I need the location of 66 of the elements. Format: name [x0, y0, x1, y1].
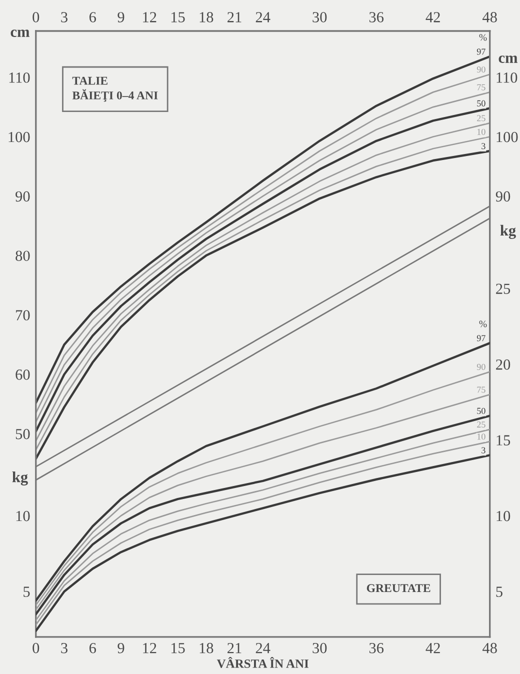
x-tick-label: 21: [228, 642, 242, 654]
x2-tick-label: 30: [312, 12, 327, 22]
y-tick-label: 70: [16, 310, 30, 320]
y2-tick-label: 110: [496, 72, 518, 83]
series-label: 75: [477, 84, 486, 90]
y-tick-label: 110: [9, 72, 30, 83]
y2-tick-label: 5: [496, 586, 502, 597]
x-axis-title: VÂRSTA ÎN ANI: [216, 656, 309, 668]
x2-tick-label: 9: [118, 12, 124, 22]
y-axis-title: kg: [12, 471, 28, 486]
series-label: 50: [477, 100, 486, 106]
y2-tick-label: 20: [496, 359, 510, 370]
series-label: 3: [482, 143, 486, 150]
y-tick-label: 60: [16, 370, 30, 380]
x-tick-label: 42: [426, 642, 440, 654]
series-label: 97: [476, 48, 486, 55]
x2-tick-label: 3: [61, 12, 68, 22]
series-label: 25: [477, 422, 486, 428]
y-tick-label: 80: [16, 250, 30, 262]
x-tick-label: 15: [171, 643, 185, 654]
x-tick-label: 48: [482, 642, 497, 654]
y-tick-label: 50: [16, 428, 30, 440]
x2-tick-label: 42: [426, 12, 440, 22]
x2-tick-label: 15: [171, 12, 185, 22]
x-tick-label: 9: [118, 642, 124, 654]
series-label: 10: [477, 128, 486, 135]
y-tick-label: 10: [16, 510, 30, 522]
annotation: %: [479, 320, 487, 328]
series-label: 3: [482, 447, 486, 454]
y-axis-title: cm: [10, 30, 30, 37]
x-tick-label: 0: [32, 642, 40, 654]
series-label: 97: [476, 335, 486, 342]
x2-tick-label: 21: [228, 12, 242, 22]
series-label: 75: [477, 386, 486, 393]
x-tick-label: 36: [369, 642, 384, 654]
y2-axis-title: cm: [498, 56, 518, 63]
y2-tick-label: 25: [496, 284, 510, 294]
x2-tick-label: 24: [256, 12, 270, 22]
x2-tick-label: 6: [89, 12, 96, 22]
y-tick-label: 5: [24, 586, 30, 597]
x-tick-label: 12: [143, 642, 156, 654]
x2-tick-label: 48: [482, 12, 497, 22]
series-label: 90: [476, 364, 486, 370]
x2-tick-label: 18: [200, 12, 214, 22]
x2-tick-label: 0: [32, 12, 40, 22]
x-tick-label: 6: [89, 642, 96, 654]
series-label: 25: [477, 115, 486, 122]
annotation: GREUTATE: [366, 584, 430, 592]
y2-axis-title: kg: [500, 224, 516, 239]
series-label: 10: [477, 434, 486, 440]
y2-tick-label: 90: [496, 191, 510, 202]
y2-tick-label: 100: [496, 132, 518, 142]
x-tick-label: 24: [256, 642, 270, 654]
x2-tick-label: 12: [143, 12, 156, 22]
x-tick-label: 18: [200, 642, 214, 654]
y-tick-label: 100: [8, 132, 30, 142]
y2-tick-label: 15: [496, 435, 510, 446]
y-tick-label: 90: [16, 191, 30, 202]
x-tick-label: 30: [312, 642, 327, 654]
series-label: 50: [477, 408, 486, 414]
x2-tick-label: 36: [369, 12, 384, 22]
annotation: %: [479, 34, 487, 41]
series-label: 90: [476, 66, 486, 73]
annotation: TALIE BĂIEŢI 0–4 ANI: [72, 76, 158, 102]
x-tick-label: 3: [61, 642, 68, 654]
y2-tick-label: 10: [496, 510, 510, 522]
